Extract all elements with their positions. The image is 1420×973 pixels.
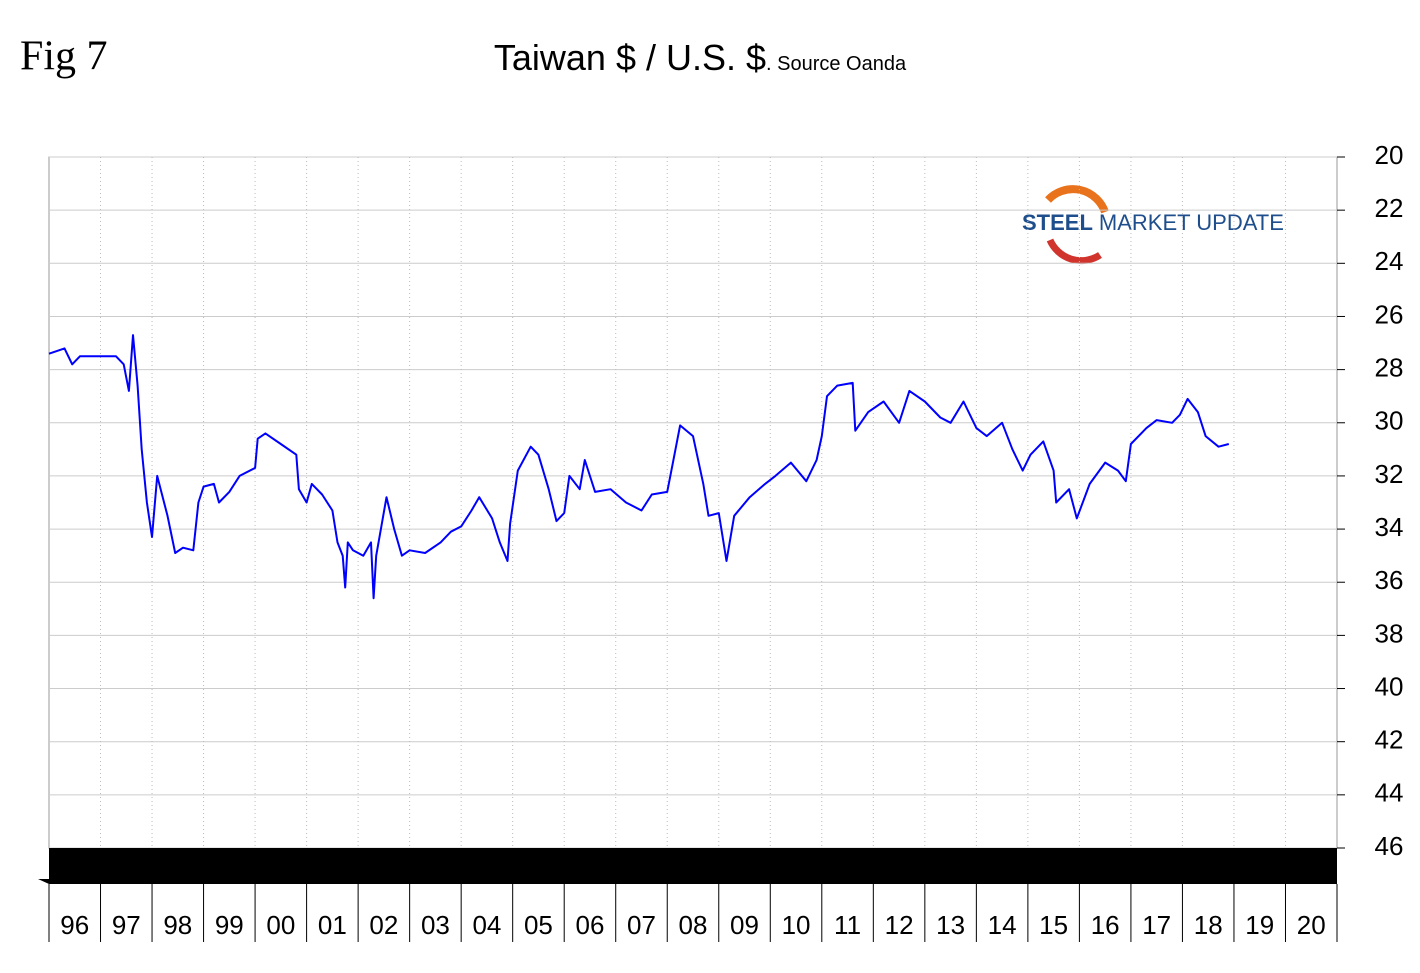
y-tick-label: 40 <box>1375 671 1404 701</box>
x-tick-label: 08 <box>679 910 708 940</box>
axis-band-edge <box>38 879 49 884</box>
logo-word: MARKET UPDATE <box>1099 210 1284 235</box>
x-tick-label: 17 <box>1142 910 1171 940</box>
x-tick-label: 07 <box>627 910 656 940</box>
x-tick-label: 02 <box>369 910 398 940</box>
x-tick-label: 11 <box>834 910 861 940</box>
x-tick-label: 06 <box>575 910 604 940</box>
y-tick-label: 38 <box>1375 618 1404 648</box>
x-tick-label: 10 <box>782 910 811 940</box>
x-tick-label: 05 <box>524 910 553 940</box>
y-tick-label: 42 <box>1375 725 1404 755</box>
y-tick-label: 24 <box>1375 246 1404 276</box>
x-tick-label: 20 <box>1297 910 1326 940</box>
x-tick-label: 03 <box>421 910 450 940</box>
x-tick-label: 09 <box>730 910 759 940</box>
y-tick-label: 32 <box>1375 459 1404 489</box>
x-tick-label: 97 <box>112 910 141 940</box>
y-tick-label: 30 <box>1375 406 1404 436</box>
y-tick-label: 28 <box>1375 352 1404 382</box>
x-tick-label: 15 <box>1039 910 1068 940</box>
x-tick-label: 99 <box>215 910 244 940</box>
plot-area <box>48 156 1338 849</box>
x-tick-label: 04 <box>472 910 501 940</box>
logo-text: STEEL MARKET UPDATE <box>1022 210 1284 235</box>
x-tick-label: 12 <box>885 910 914 940</box>
figure-label: Fig 7 <box>20 34 108 80</box>
logo: STEEL MARKET UPDATE <box>1022 185 1284 265</box>
x-tick-label: 18 <box>1194 910 1223 940</box>
logo-word: STEEL <box>1022 210 1093 235</box>
y-tick-label: 22 <box>1375 193 1404 223</box>
x-tick-label: 96 <box>60 910 89 940</box>
y-tick-label: 26 <box>1375 299 1404 329</box>
x-tick-label: 19 <box>1245 910 1274 940</box>
subtitle: . Source Oanda <box>766 53 907 75</box>
axis-band <box>49 848 1337 884</box>
logo-arc <box>1046 238 1102 265</box>
x-tick-label: 01 <box>318 910 347 940</box>
y-tick-label: 34 <box>1375 512 1404 542</box>
x-tick-label: 98 <box>163 910 192 940</box>
data-line <box>48 334 1230 600</box>
y-tick-label: 46 <box>1375 831 1404 861</box>
x-tick-label: 13 <box>936 910 965 940</box>
x-tick-label: 16 <box>1091 910 1120 940</box>
x-tick-label: 14 <box>988 910 1017 940</box>
x-tick-label: 00 <box>266 910 295 940</box>
chart-title: Taiwan $ / U.S. $. Source Oanda <box>494 37 907 78</box>
y-tick-label: 36 <box>1375 565 1404 595</box>
y-tick-label: 44 <box>1375 778 1404 808</box>
title: Taiwan $ / U.S. $ <box>494 37 766 78</box>
y-tick-label: 20 <box>1375 140 1404 170</box>
